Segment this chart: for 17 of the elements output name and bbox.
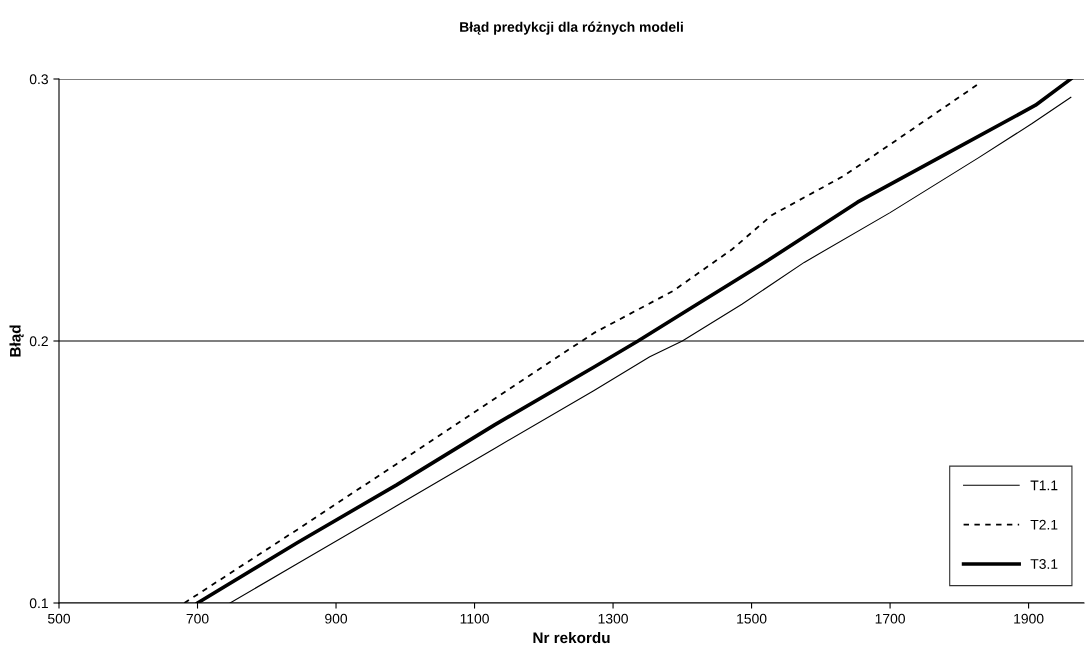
y-tick-label: 0.1 [29,598,48,609]
chart-title: Błąd predykcji dla różnych modeli [460,21,683,35]
x-tick-label: 900 [325,613,348,624]
x-tick-label: 1100 [460,613,489,624]
x-tick-label: 1700 [875,613,905,624]
x-axis-title: Nr rekordu [533,631,610,644]
x-tick-label: 500 [47,613,71,624]
legend-label: T2.1 [1030,519,1058,530]
y-tick-label: 0.3 [29,74,48,85]
y-axis-title: Błąd [9,325,24,357]
y-tick-label: 0.2 [29,336,48,347]
legend-label: T1.1 [1030,480,1058,491]
x-tick-label: 1500 [737,613,767,624]
x-tick-label: 1300 [598,613,628,624]
legend-label: T3.1 [1030,559,1058,569]
x-tick-label: 700 [186,613,209,624]
x-tick-label: 1900 [1014,613,1044,624]
